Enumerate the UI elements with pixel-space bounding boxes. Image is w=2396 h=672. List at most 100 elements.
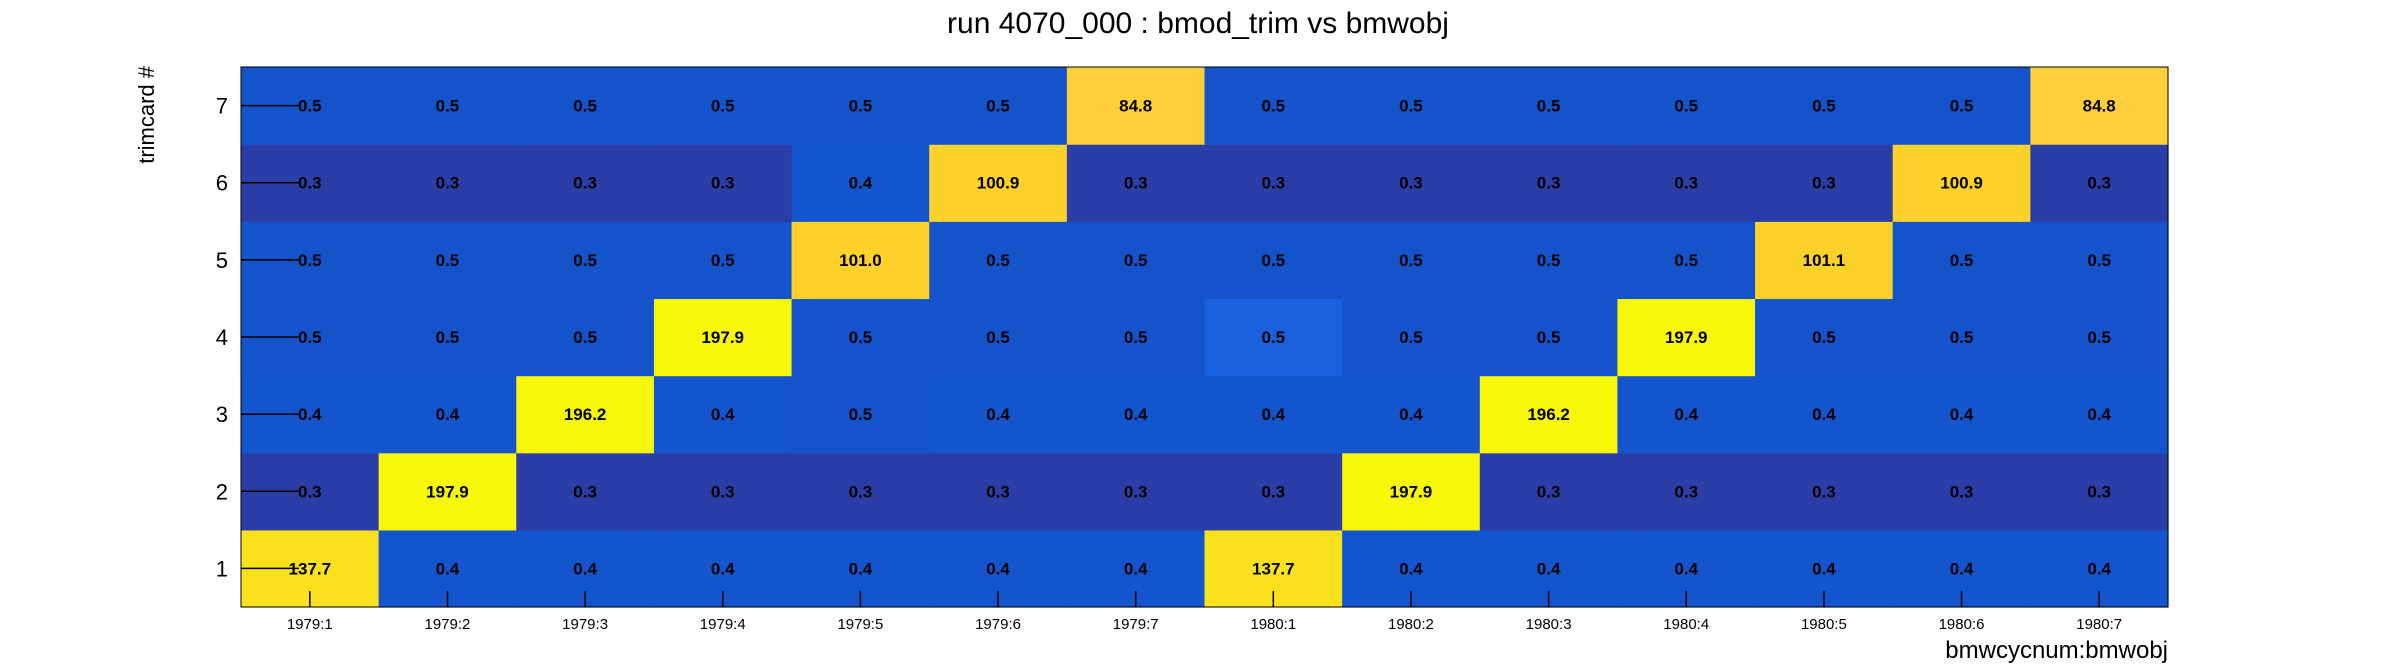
cell-value-label: 0.3 xyxy=(1124,174,1148,193)
cell-value-label: 0.4 xyxy=(1399,405,1423,424)
cell-value-label: 0.3 xyxy=(849,482,873,501)
cell-value-label: 0.3 xyxy=(1537,174,1561,193)
cell-value-label: 0.5 xyxy=(1124,251,1148,270)
heatmap-cell xyxy=(1617,298,1756,377)
heatmap-cell xyxy=(1204,221,1343,300)
cell-value-label: 0.3 xyxy=(298,482,322,501)
cell-value-label: 0.5 xyxy=(986,251,1010,270)
cell-value-label: 197.9 xyxy=(1390,482,1433,501)
cell-value-label: 0.5 xyxy=(1950,97,1974,116)
y-axis-title: trimcard # xyxy=(134,65,159,164)
heatmap-cell xyxy=(516,221,655,300)
heatmap-cell xyxy=(653,221,793,300)
cell-value-label: 0.3 xyxy=(1950,482,1974,501)
cell-value-label: 0.4 xyxy=(849,559,873,578)
cell-value-label: 0.5 xyxy=(573,251,597,270)
cell-value-label: 0.3 xyxy=(573,482,597,501)
cell-value-label: 0.3 xyxy=(1674,482,1698,501)
heatmap-cell xyxy=(378,67,517,145)
heatmap-cell xyxy=(1342,375,1481,454)
cell-value-label: 197.9 xyxy=(426,482,469,501)
cell-value-label: 0.4 xyxy=(1950,405,1974,424)
x-tick-label: 1980:3 xyxy=(1526,616,1572,633)
cell-value-label: 0.4 xyxy=(986,559,1010,578)
heatmap-cell xyxy=(1342,67,1481,145)
heatmap-cell xyxy=(1342,298,1481,377)
cell-value-label: 0.3 xyxy=(711,482,735,501)
heatmap-cell xyxy=(516,298,655,377)
cell-value-label: 196.2 xyxy=(564,405,607,424)
heatmap-cell xyxy=(1342,144,1481,222)
heatmap-cell xyxy=(1479,452,1619,531)
heatmap-cell xyxy=(1479,221,1619,300)
heatmap-cell xyxy=(791,298,930,377)
heatmap-cell xyxy=(653,144,793,222)
cell-value-label: 0.5 xyxy=(2087,328,2111,347)
cell-value-label: 0.4 xyxy=(436,559,460,578)
cell-value-label: 0.3 xyxy=(1399,174,1423,193)
heatmap-cell xyxy=(1066,67,1206,145)
heatmap-cell xyxy=(1892,67,2031,145)
heatmap-cell xyxy=(929,298,1068,377)
heatmap-cell xyxy=(378,298,517,377)
x-tick-label: 1979:6 xyxy=(975,616,1021,633)
heatmap-cell xyxy=(1755,67,1894,145)
heatmap-cell xyxy=(378,452,517,531)
cell-value-label: 197.9 xyxy=(701,328,744,347)
x-tick-label: 1980:6 xyxy=(1939,616,1985,633)
heatmap-cell xyxy=(2030,298,2169,377)
cell-value-label: 0.4 xyxy=(711,559,735,578)
heatmap-cell xyxy=(516,67,655,145)
cell-value-label: 0.3 xyxy=(1812,482,1836,501)
cell-value-label: 0.3 xyxy=(1261,174,1285,193)
heatmap-cell xyxy=(929,375,1068,454)
heatmap-cell xyxy=(1892,144,2031,222)
cell-value-label: 0.3 xyxy=(2087,482,2111,501)
heatmap-cell xyxy=(929,144,1068,222)
cell-value-label: 0.5 xyxy=(711,97,735,116)
cell-value-label: 0.5 xyxy=(1399,97,1423,116)
cell-value-label: 0.3 xyxy=(1124,482,1148,501)
heatmap-cell xyxy=(1617,144,1756,222)
cell-value-label: 0.3 xyxy=(1261,482,1285,501)
cell-value-label: 0.3 xyxy=(573,174,597,193)
heatmap-cell xyxy=(653,67,793,145)
cell-value-label: 0.4 xyxy=(1674,405,1698,424)
cell-value-label: 0.4 xyxy=(1399,559,1423,578)
cell-value-label: 0.5 xyxy=(436,251,460,270)
heatmap-cell xyxy=(791,221,930,300)
y-tick-label: 7 xyxy=(216,94,228,119)
heatmap-cell xyxy=(791,67,930,145)
heatmap-cell-labels: 137.7 0.4 0.4 0.4 0.4 0.4 0.4 137.7 0.4 0.4 0.4 0.4… xyxy=(289,97,2116,579)
cell-value-label: 0.5 xyxy=(711,251,735,270)
heatmap-cell xyxy=(1892,375,2031,454)
x-tick-label: 1980:1 xyxy=(1250,616,1296,633)
x-tick-label: 1979:5 xyxy=(837,616,883,633)
heatmap-cell xyxy=(1617,221,1756,300)
cell-value-label: 101.0 xyxy=(839,251,882,270)
heatmap-cell xyxy=(1755,144,1894,222)
cell-value-label: 0.3 xyxy=(2087,174,2111,193)
heatmap-cell xyxy=(1204,67,1343,145)
cell-value-label: 0.5 xyxy=(1399,251,1423,270)
heatmap-cell xyxy=(516,452,655,531)
heatmap-cell xyxy=(2030,221,2169,300)
cell-value-label: 0.4 xyxy=(711,405,735,424)
cell-value-label: 0.5 xyxy=(298,251,322,270)
cell-value-label: 0.5 xyxy=(1674,251,1698,270)
heatmap-cell xyxy=(1892,221,2031,300)
cell-value-label: 0.4 xyxy=(436,405,460,424)
cell-value-label: 0.4 xyxy=(298,405,322,424)
cell-value-label: 0.5 xyxy=(1261,97,1285,116)
cell-value-label: 84.8 xyxy=(1119,97,1152,116)
heatmap-cell xyxy=(1479,298,1619,377)
heatmap-cell xyxy=(1342,452,1481,531)
cell-value-label: 0.4 xyxy=(849,174,873,193)
heatmap-cell xyxy=(1066,452,1206,531)
x-tick-label: 1980:2 xyxy=(1388,616,1434,633)
cell-value-label: 0.5 xyxy=(298,97,322,116)
heatmap-cell xyxy=(1479,67,1619,145)
heatmap-cell xyxy=(791,375,930,454)
cell-value-label: 0.5 xyxy=(1261,328,1285,347)
cell-value-label: 0.3 xyxy=(1812,174,1836,193)
